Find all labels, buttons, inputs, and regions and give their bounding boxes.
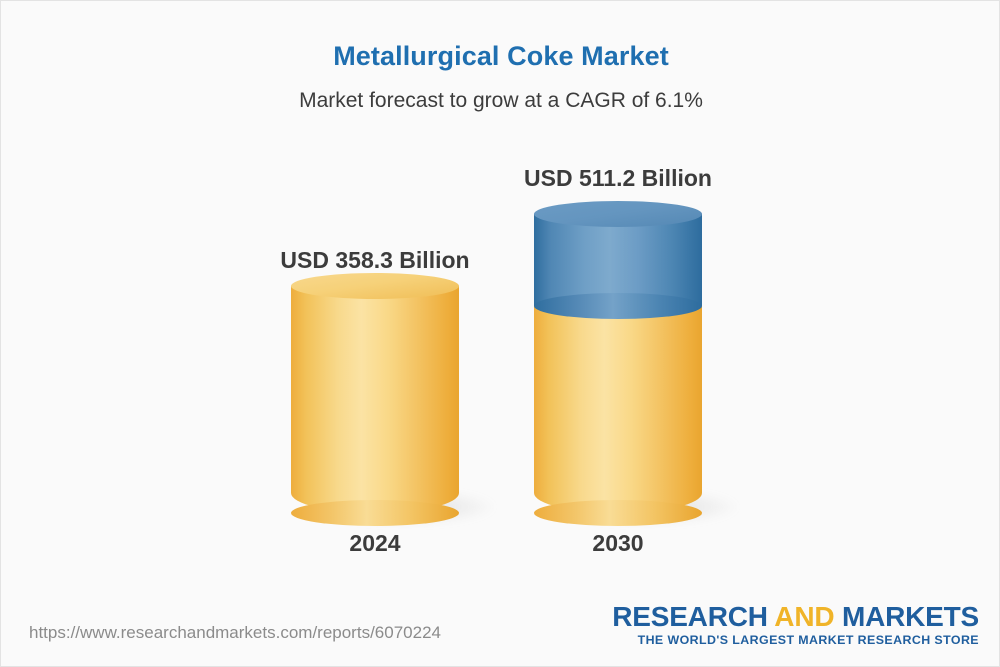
cylinder-top-cap-2030 — [534, 201, 702, 227]
cylinder-body-2024 — [291, 286, 459, 513]
logo-word-and: AND — [774, 601, 842, 632]
cylinder-bottom-cap-2024 — [291, 500, 459, 526]
research-and-markets-logo[interactable]: RESEARCH AND MARKETS THE WORLD'S LARGEST… — [612, 602, 979, 648]
plot-area: USD 358.3 Billion 2024 USD 511.2 Billion — [1, 1, 999, 601]
category-label-2030: 2030 — [592, 530, 644, 556]
bar-segment-base-2030[interactable] — [534, 306, 702, 526]
value-label-2024: USD 358.3 Billion — [280, 247, 470, 273]
chart-title: Metallurgical Coke Market — [333, 41, 669, 71]
cylinder-blue-bottom-cap-2030 — [534, 293, 702, 319]
logo-word-markets: MARKETS — [841, 601, 979, 632]
category-label-2024: 2024 — [349, 530, 401, 556]
logo-word-research: RESEARCH — [612, 601, 775, 632]
cylinder-top-cap-2024 — [291, 273, 459, 299]
bar-segment-growth-2030[interactable] — [534, 201, 702, 319]
logo-tagline: THE WORLD'S LARGEST MARKET RESEARCH STOR… — [637, 633, 979, 648]
cylinder-body-growth-2030 — [534, 214, 702, 306]
cylinder-body-base-2030 — [534, 306, 702, 513]
report-url[interactable]: https://www.researchandmarkets.com/repor… — [29, 623, 441, 642]
logo-wordmark: RESEARCH AND MARKETS — [612, 602, 979, 631]
bar-segment-base-2024[interactable] — [291, 273, 459, 526]
chart-subtitle: Market forecast to grow at a CAGR of 6.1… — [299, 89, 703, 112]
cylinder-bottom-cap-2030 — [534, 500, 702, 526]
value-label-2030: USD 511.2 Billion — [524, 165, 712, 191]
